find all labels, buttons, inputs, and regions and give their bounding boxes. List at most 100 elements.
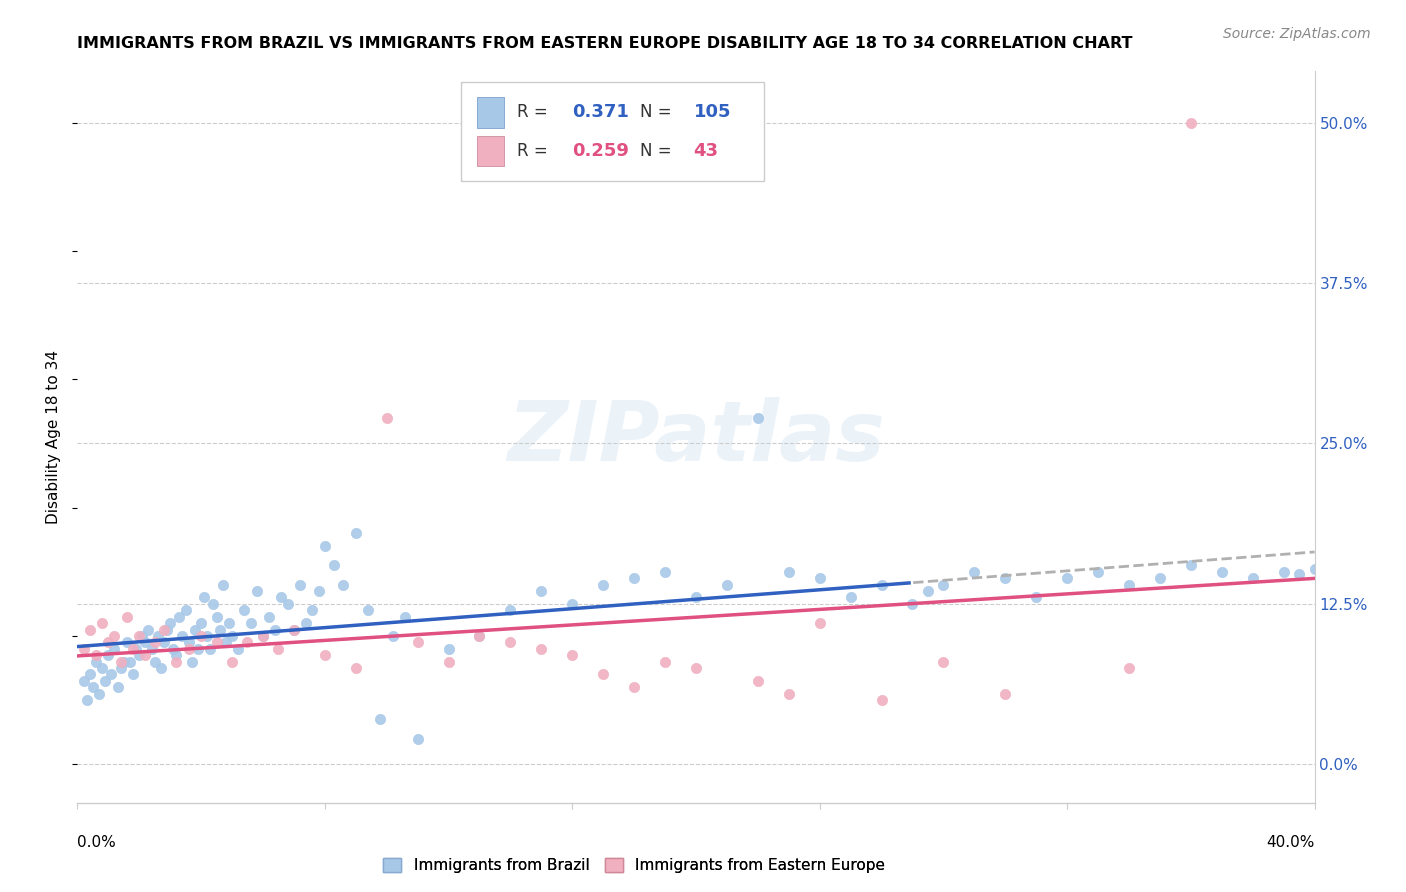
Point: [323, 558, 346, 573]
Point: [156, 623, 179, 637]
Point: [180, 655, 202, 669]
Point: [91, 616, 114, 631]
Point: [162, 641, 184, 656]
Point: [375, 410, 398, 425]
Point: [76, 693, 98, 707]
Point: [252, 629, 274, 643]
Point: [654, 655, 676, 669]
Point: [177, 635, 200, 649]
Point: [499, 635, 522, 649]
Point: [264, 623, 287, 637]
Point: [153, 635, 176, 649]
Point: [134, 635, 156, 649]
Point: [221, 629, 243, 643]
Text: 43: 43: [693, 142, 718, 160]
Point: [808, 571, 831, 585]
Point: [149, 661, 172, 675]
Point: [1272, 565, 1295, 579]
Point: [91, 661, 114, 675]
Point: [778, 687, 800, 701]
Y-axis label: Disability Age 18 to 34: Disability Age 18 to 34: [46, 350, 62, 524]
FancyBboxPatch shape: [461, 82, 763, 181]
Point: [963, 565, 986, 579]
Point: [122, 641, 145, 656]
Point: [685, 591, 707, 605]
Point: [200, 641, 222, 656]
Point: [215, 635, 238, 649]
Point: [143, 655, 166, 669]
Point: [172, 629, 194, 643]
Point: [344, 661, 367, 675]
Point: [381, 629, 404, 643]
Point: [344, 526, 367, 541]
Point: [561, 648, 583, 663]
Point: [138, 623, 160, 637]
Text: R =: R =: [516, 103, 547, 121]
Point: [252, 629, 274, 643]
Point: [932, 577, 955, 591]
Point: [208, 623, 231, 637]
Point: [994, 571, 1017, 585]
Point: [195, 629, 218, 643]
Point: [115, 609, 138, 624]
Point: [233, 603, 256, 617]
Point: [128, 629, 150, 643]
Text: 0.0%: 0.0%: [77, 835, 117, 850]
Point: [205, 635, 228, 649]
Point: [499, 603, 522, 617]
Text: R =: R =: [516, 142, 547, 160]
Point: [1303, 562, 1326, 576]
Point: [107, 681, 129, 695]
Point: [190, 629, 212, 643]
Point: [654, 565, 676, 579]
Text: 0.371: 0.371: [572, 103, 628, 121]
Point: [97, 635, 120, 649]
Point: [246, 584, 269, 599]
Point: [870, 693, 893, 707]
Point: [72, 641, 94, 656]
Point: [1025, 591, 1047, 605]
Point: [1319, 558, 1341, 573]
Point: [118, 655, 141, 669]
Point: [169, 609, 191, 624]
Point: [406, 635, 429, 649]
Point: [932, 655, 955, 669]
Point: [530, 641, 553, 656]
Point: [314, 648, 336, 663]
Point: [87, 687, 110, 701]
Point: [1056, 571, 1078, 585]
Point: [685, 661, 707, 675]
Point: [623, 681, 645, 695]
Text: N =: N =: [640, 103, 672, 121]
Point: [177, 641, 200, 656]
Point: [211, 577, 233, 591]
Point: [202, 597, 225, 611]
Point: [283, 623, 305, 637]
Point: [1087, 565, 1109, 579]
Point: [283, 623, 305, 637]
Point: [112, 655, 135, 669]
Text: Source: ZipAtlas.com: Source: ZipAtlas.com: [1223, 27, 1371, 41]
Point: [1211, 565, 1233, 579]
Point: [357, 603, 380, 617]
Point: [239, 616, 262, 631]
Point: [165, 655, 187, 669]
Point: [468, 629, 491, 643]
Point: [1334, 555, 1357, 569]
Point: [270, 591, 292, 605]
Point: [716, 577, 738, 591]
Point: [236, 635, 259, 649]
Point: [839, 591, 862, 605]
Point: [153, 623, 176, 637]
Point: [193, 591, 215, 605]
Point: [1180, 116, 1202, 130]
Point: [561, 597, 583, 611]
Point: [72, 673, 94, 688]
Point: [221, 655, 243, 669]
Point: [901, 597, 924, 611]
Point: [308, 584, 330, 599]
Point: [165, 648, 187, 663]
Point: [257, 609, 280, 624]
Point: [134, 648, 156, 663]
Point: [82, 681, 104, 695]
